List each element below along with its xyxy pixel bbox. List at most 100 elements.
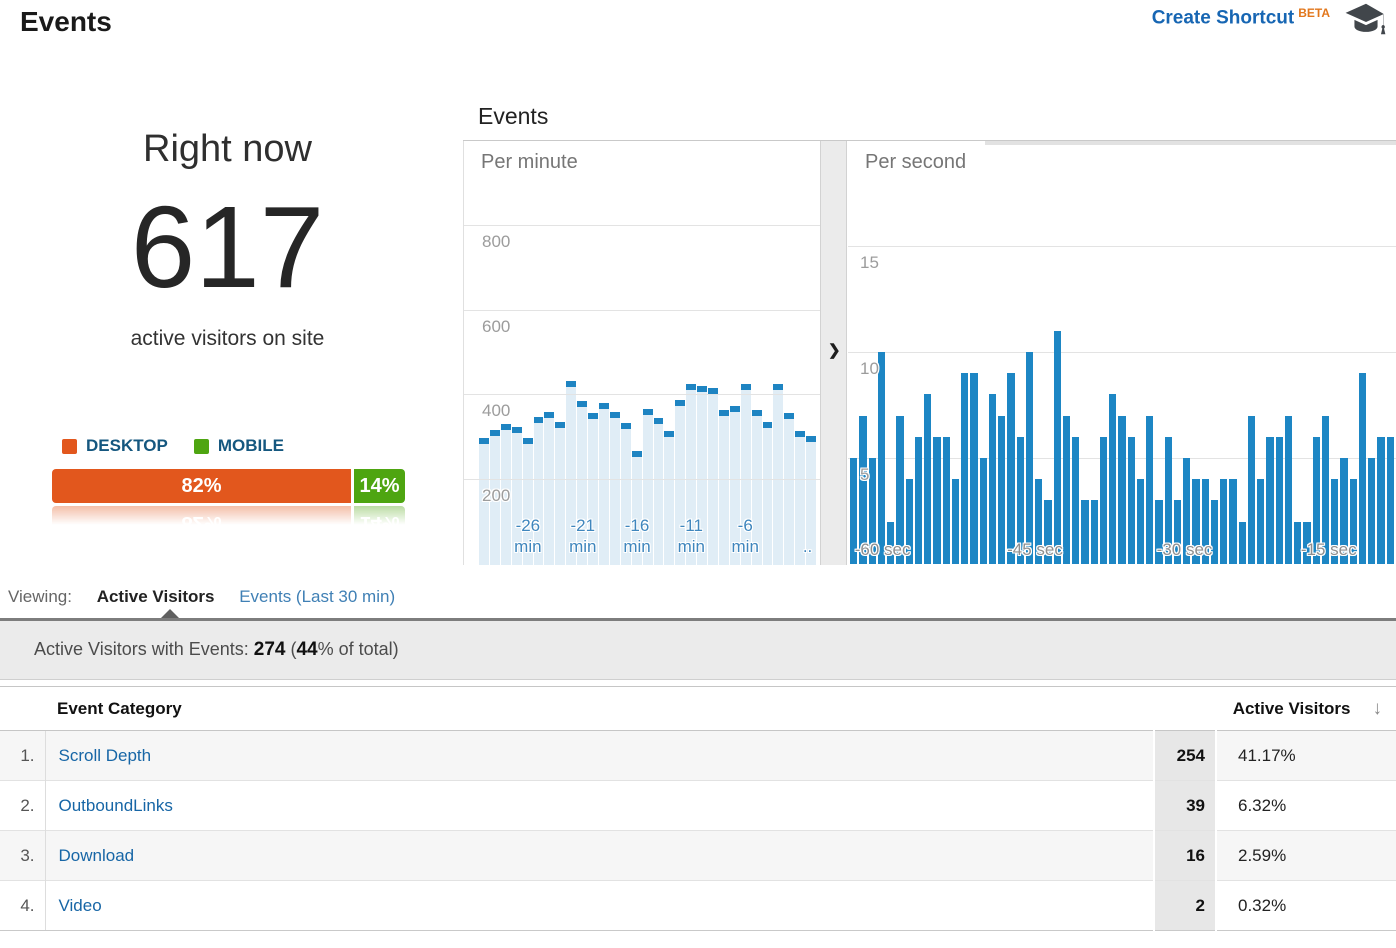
- minute-bar-cap: [708, 387, 718, 394]
- minute-bar: [577, 141, 588, 565]
- legend-label: MOBILE: [217, 436, 284, 455]
- minute-bar-area: [598, 409, 609, 565]
- minute-bar-cap: [697, 386, 708, 393]
- minute-bar-area: [544, 417, 555, 565]
- table-header-row: Event Category Active Visitors ↓: [0, 686, 1396, 731]
- second-bar: [1146, 415, 1154, 564]
- minute-bar-cap: [533, 417, 544, 424]
- second-bar: [1340, 458, 1348, 564]
- second-bar: [1173, 500, 1181, 564]
- minute-bar: [511, 141, 522, 565]
- row-category-cell: Download: [45, 830, 1154, 881]
- minute-bar-area: [609, 417, 620, 565]
- minute-bar: [631, 141, 642, 565]
- second-bar: [1349, 479, 1357, 564]
- minute-bar: [544, 141, 555, 565]
- y-axis-label-10: 10: [860, 359, 879, 378]
- second-bar: [1266, 436, 1274, 564]
- minute-bar: [729, 141, 740, 565]
- summary-percent: 44: [296, 639, 318, 660]
- table-row: 4. Video 2 0.32%: [0, 880, 1396, 931]
- graduation-cap-icon[interactable]: [1344, 2, 1388, 36]
- minute-bar-cap: [729, 405, 740, 412]
- chart-section-title: Events: [478, 103, 549, 129]
- mobile-swatch-icon: [193, 438, 209, 454]
- y-axis-label-200: 200: [482, 486, 511, 506]
- sort-descending-icon[interactable]: ↓: [1372, 697, 1383, 719]
- minute-bar-cap: [511, 426, 522, 433]
- minute-bar-area: [751, 415, 762, 565]
- minute-bar-cap: [500, 424, 511, 431]
- column-header-active-visitors[interactable]: Active Visitors ↓: [1154, 686, 1396, 731]
- table-row: 3. Download 16 2.59%: [0, 830, 1396, 881]
- second-bar: [924, 394, 932, 564]
- minute-bar-cap: [762, 421, 773, 428]
- minute-bar-area: [522, 443, 533, 565]
- tab-active-visitors[interactable]: Active Visitors: [96, 587, 215, 606]
- legend-label: DESKTOP: [86, 436, 168, 455]
- per-minute-chart: Per minute -26 min -21 min -16 min -11 min -…: [463, 141, 820, 565]
- per-second-top-band: [985, 141, 1396, 145]
- minute-bar-cap: [544, 411, 555, 418]
- minute-bar-area: [555, 427, 566, 565]
- chevron-right-icon[interactable]: ❯: [828, 342, 841, 359]
- minute-bar: [795, 141, 806, 565]
- second-bar: [1053, 330, 1061, 564]
- second-bar: [979, 458, 987, 564]
- second-bar: [850, 458, 858, 564]
- create-shortcut[interactable]: Create Shortcut BETA: [1152, 6, 1330, 29]
- second-bar: [1368, 458, 1376, 564]
- second-bar: [1090, 500, 1098, 564]
- minute-bar-area: [620, 429, 631, 565]
- create-shortcut-link[interactable]: Create Shortcut: [1151, 7, 1295, 29]
- second-bar: [887, 521, 895, 564]
- second-bar: [1358, 373, 1366, 564]
- per-minute-bars: [479, 141, 817, 565]
- second-bar: [1220, 479, 1228, 564]
- minute-bar-cap: [675, 399, 686, 406]
- minute-bar: [555, 141, 566, 565]
- y-axis-label-800: 800: [482, 231, 511, 251]
- event-category-link[interactable]: Video: [58, 895, 102, 915]
- chart-top-border: [463, 140, 1396, 141]
- minute-bar: [533, 141, 544, 565]
- device-segment-mobile-reflection: 14%: [353, 506, 405, 540]
- minute-bar-area: [500, 430, 511, 565]
- right-now-label: Right now: [143, 128, 312, 170]
- table-row: 2. OutboundLinks 39 6.32%: [0, 780, 1396, 831]
- minute-bar-cap: [577, 401, 588, 408]
- device-legend: DESKTOP MOBILE: [62, 436, 284, 456]
- minute-bar: [566, 141, 577, 565]
- column-header-event-category[interactable]: Event Category: [0, 686, 1154, 731]
- second-bar: [942, 436, 950, 564]
- chart-splitter[interactable]: ❯: [820, 141, 847, 565]
- minute-bar: [806, 141, 817, 565]
- second-bar: [868, 458, 876, 564]
- second-bar: [961, 373, 969, 564]
- second-bar: [905, 479, 913, 564]
- minute-bar-area: [718, 415, 729, 565]
- tab-events-last-30-min[interactable]: Events (Last 30 min): [239, 587, 396, 606]
- second-bar: [1257, 479, 1265, 564]
- minute-bar: [697, 141, 708, 565]
- second-bar: [896, 415, 904, 564]
- right-now-card: Right now 617 active visitors on site: [0, 128, 455, 351]
- event-category-link[interactable]: OutboundLinks: [58, 795, 173, 815]
- second-bar: [877, 352, 885, 564]
- minute-bar: [762, 141, 773, 565]
- minute-bar: [489, 141, 500, 565]
- legend-item-desktop: DESKTOP: [62, 436, 168, 456]
- summary-bar: Active Visitors with Events: 274 (44% of…: [0, 621, 1396, 680]
- event-category-link[interactable]: Scroll Depth: [58, 745, 152, 765]
- second-bar: [988, 394, 996, 564]
- per-minute-title: Per minute: [481, 151, 578, 173]
- event-category-link[interactable]: Download: [58, 845, 135, 865]
- minute-bar-cap: [751, 409, 762, 416]
- device-split-bar-reflection: 82% 14%: [52, 506, 405, 540]
- row-percent: 2.59%: [1215, 830, 1396, 881]
- y-axis-label-600: 600: [482, 316, 511, 336]
- row-category-cell: OutboundLinks: [45, 780, 1154, 831]
- device-split-bar: 82% 14%: [52, 469, 405, 503]
- second-bar: [1136, 479, 1144, 564]
- gridline-200: [464, 479, 820, 481]
